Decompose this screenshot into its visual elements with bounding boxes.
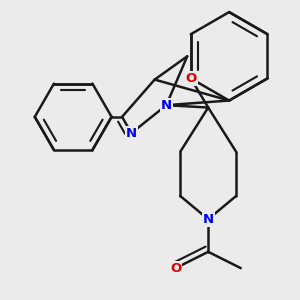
Text: O: O (170, 262, 181, 275)
Text: N: N (126, 127, 137, 140)
Text: O: O (185, 72, 196, 85)
Text: N: N (161, 99, 172, 112)
Text: N: N (202, 213, 214, 226)
